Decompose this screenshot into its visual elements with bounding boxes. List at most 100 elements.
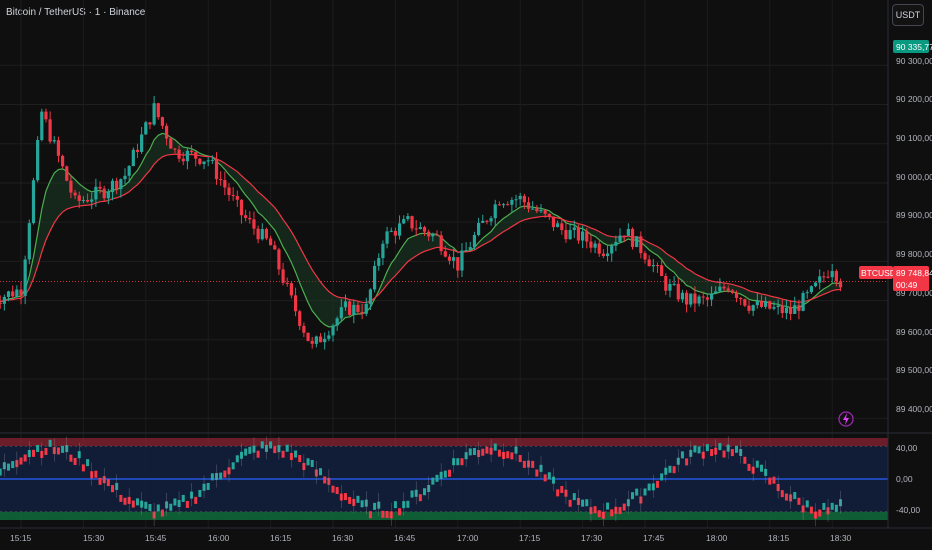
osc-bar [572, 493, 576, 501]
axes [0, 0, 932, 529]
osc-bar [343, 493, 347, 501]
candle-body [81, 199, 85, 201]
osc-bar [19, 457, 23, 465]
candle-body [135, 149, 140, 152]
candle-body [210, 159, 214, 161]
candle-body [131, 149, 135, 167]
candle-body [27, 223, 31, 260]
candle-body [289, 283, 293, 296]
osc-bar [281, 450, 285, 458]
candle-body [784, 307, 789, 314]
candle-body [48, 119, 52, 142]
candle-body [173, 148, 177, 150]
candle-body [206, 160, 210, 162]
candle-body [377, 258, 381, 266]
candle-body [231, 195, 235, 197]
osc-bar [181, 494, 185, 502]
candle-body [564, 230, 568, 240]
candle-body [643, 253, 647, 260]
candle-body [15, 289, 19, 297]
osc-bar [735, 445, 739, 453]
osc-bar [618, 507, 622, 515]
candlesticks [0, 95, 843, 350]
osc-bar [647, 483, 651, 491]
candle-body [510, 199, 514, 205]
osc-bar [522, 460, 526, 468]
candle-body [69, 180, 73, 193]
candle-body [202, 161, 206, 164]
osc-bar [356, 495, 360, 503]
osc-bar [111, 485, 115, 493]
lightning-icon[interactable] [838, 411, 854, 427]
candle-body [718, 286, 722, 292]
osc-bar [805, 500, 809, 508]
candle-body [518, 195, 522, 200]
currency-button[interactable]: USDT [892, 4, 924, 26]
candle-body [493, 204, 497, 219]
osc-bar [285, 444, 289, 452]
osc-bar [410, 490, 414, 498]
candle-body [647, 259, 651, 267]
osc-bar [759, 464, 763, 472]
candle-body [818, 276, 822, 283]
osc-bar [705, 444, 709, 452]
candle-body [235, 196, 239, 200]
osc-bar [668, 465, 672, 473]
candle-body [140, 134, 144, 152]
candle-body [148, 122, 152, 125]
osc-bar [472, 448, 476, 456]
osc-bar [231, 462, 235, 470]
candle-body [676, 283, 680, 300]
osc-bar [335, 487, 339, 495]
osc-bar [256, 450, 260, 458]
osc-bar [48, 439, 52, 447]
osc-bar [543, 474, 547, 482]
candle-body [501, 204, 506, 206]
candle-body [165, 125, 169, 139]
candle-body [793, 305, 797, 314]
candle-body [576, 227, 581, 241]
osc-bar [593, 506, 597, 514]
candle-body [285, 282, 289, 284]
candle-body [0, 302, 2, 304]
candle-body [610, 245, 614, 254]
ema-slow-line [0, 153, 841, 304]
candle-body [581, 231, 585, 241]
candle-body [293, 295, 298, 312]
candle-body [635, 236, 639, 247]
osc-bar [531, 460, 535, 468]
candle-body [464, 250, 468, 252]
osc-bar [131, 500, 135, 508]
osc-bar [585, 499, 589, 507]
candle-body [685, 292, 689, 305]
candle-body [331, 325, 335, 336]
osc-bar [348, 496, 352, 504]
candle-body [489, 218, 493, 222]
candle-body [456, 257, 460, 271]
candle-body [535, 208, 539, 212]
candle-body [768, 301, 772, 309]
oscillator-bars [0, 436, 843, 527]
osc-bar [206, 482, 210, 490]
candle-body [447, 256, 452, 261]
candle-body [406, 216, 410, 220]
candle-body [244, 215, 248, 218]
osc-bar [36, 444, 40, 452]
osc-bar [44, 447, 48, 455]
osc-bar [323, 476, 327, 484]
candle-body [780, 305, 784, 314]
candle-body [468, 247, 472, 251]
candle-body [85, 199, 90, 202]
candle-body [2, 296, 6, 304]
candle-body [52, 140, 56, 142]
candle-body [389, 230, 393, 232]
candle-body [693, 293, 697, 304]
osc-bar [631, 492, 635, 500]
candle-body [277, 249, 281, 270]
osc-bar [368, 511, 372, 519]
candle-body [223, 180, 227, 188]
candle-body [830, 271, 834, 278]
osc-bar [331, 485, 335, 493]
candle-body [110, 180, 115, 193]
